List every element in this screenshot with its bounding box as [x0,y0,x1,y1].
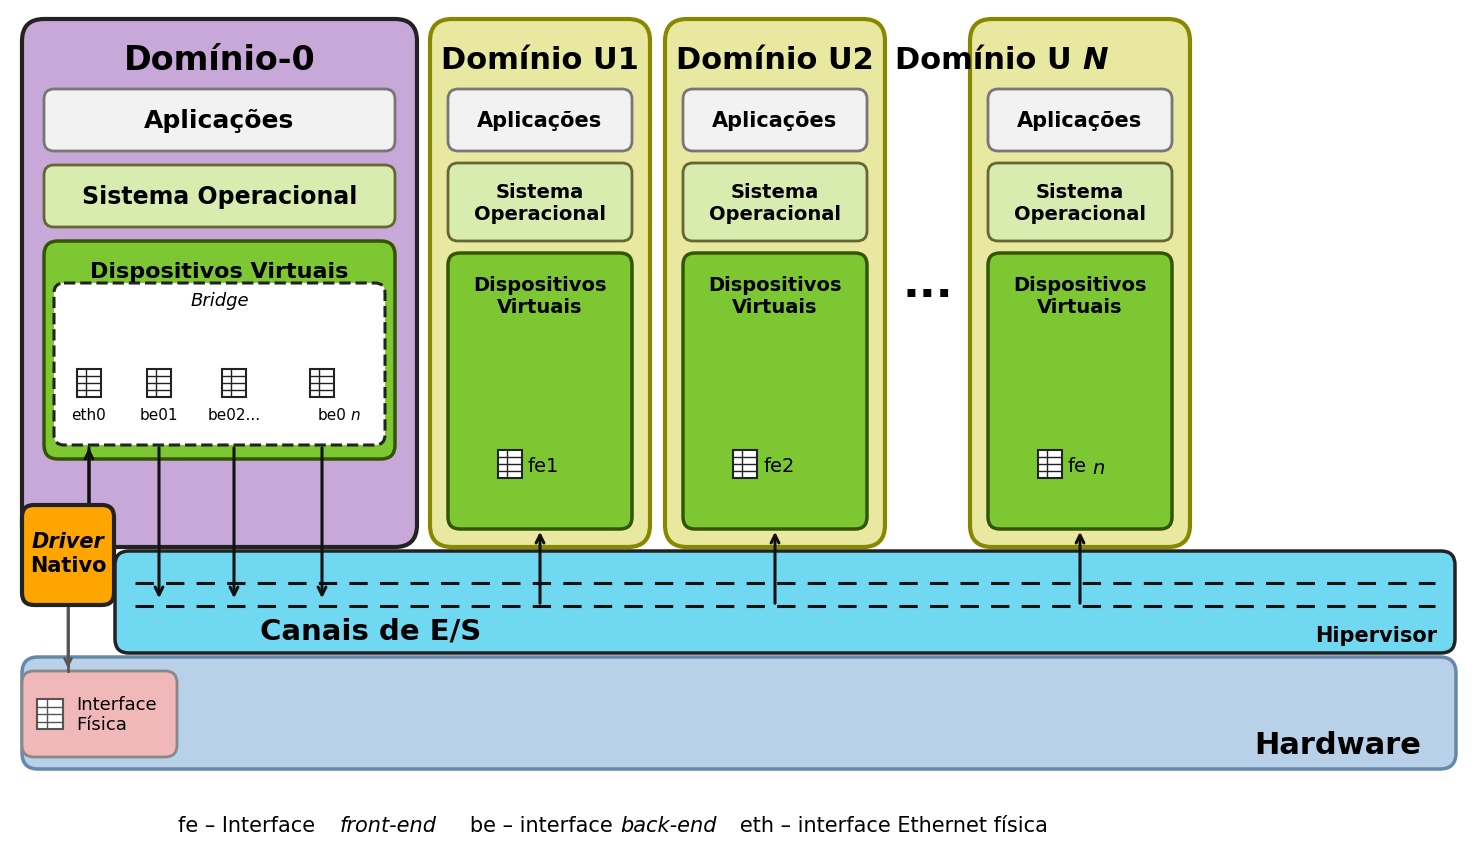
Text: be01: be01 [140,407,179,423]
Bar [77,370,101,398]
FancyBboxPatch shape [987,254,1172,529]
Text: Hardware: Hardware [1255,731,1420,760]
Text: be02...: be02... [207,407,260,423]
Text: Dispositivos
Virtuais: Dispositivos Virtuais [473,276,607,317]
Text: Física: Física [75,715,127,733]
Bar [310,370,334,398]
FancyBboxPatch shape [683,254,868,529]
FancyBboxPatch shape [115,551,1454,653]
Text: Sistema
Operacional: Sistema Operacional [709,182,841,223]
Bar [733,451,757,479]
Text: n: n [1092,459,1104,478]
Text: Interface: Interface [75,695,157,713]
Text: Aplicações: Aplicações [477,111,603,131]
Text: Domínio U1: Domínio U1 [440,45,638,74]
Text: Aplicações: Aplicações [1017,111,1142,131]
Text: Sistema Operacional: Sistema Operacional [81,185,358,209]
FancyBboxPatch shape [683,164,868,242]
Text: Aplicações: Aplicações [145,109,294,133]
Text: be0: be0 [318,407,347,423]
FancyBboxPatch shape [987,164,1172,242]
Bar [222,370,245,398]
Text: Sistema
Operacional: Sistema Operacional [474,182,606,223]
Text: n: n [350,407,359,423]
FancyBboxPatch shape [987,90,1172,152]
Text: Dispositivos
Virtuais: Dispositivos Virtuais [1014,276,1147,317]
Text: Hipervisor: Hipervisor [1315,625,1437,645]
FancyBboxPatch shape [22,657,1456,769]
Text: be – interface: be – interface [449,815,619,835]
Text: fe1: fe1 [528,457,559,476]
FancyBboxPatch shape [683,90,868,152]
FancyBboxPatch shape [44,166,395,227]
Text: Bridge: Bridge [191,291,248,309]
FancyBboxPatch shape [430,20,650,547]
FancyBboxPatch shape [44,90,395,152]
FancyBboxPatch shape [448,90,633,152]
FancyBboxPatch shape [22,671,177,757]
FancyBboxPatch shape [55,284,384,446]
Bar [146,370,171,398]
FancyBboxPatch shape [970,20,1190,547]
Text: fe: fe [1069,457,1086,476]
Text: Domínio U2: Domínio U2 [675,45,873,74]
Text: eth – interface Ethernet física: eth – interface Ethernet física [720,815,1048,835]
Text: Nativo: Nativo [30,556,106,575]
Text: Dispositivos Virtuais: Dispositivos Virtuais [90,262,349,282]
Bar [1038,451,1063,479]
FancyBboxPatch shape [665,20,885,547]
Text: Sistema
Operacional: Sistema Operacional [1014,182,1145,223]
FancyBboxPatch shape [448,254,633,529]
Text: Domínio-0: Domínio-0 [124,43,315,77]
Text: ...: ... [902,262,953,305]
Text: Dispositivos
Virtuais: Dispositivos Virtuais [708,276,842,317]
FancyBboxPatch shape [22,505,114,605]
Bar [37,699,64,729]
Bar [498,451,522,479]
Text: Aplicações: Aplicações [712,111,838,131]
FancyBboxPatch shape [44,242,395,459]
Text: fe2: fe2 [763,457,794,476]
Text: front-end: front-end [340,815,437,835]
FancyBboxPatch shape [22,20,417,547]
Text: fe – Interface: fe – Interface [177,815,322,835]
Text: Canais de E/S: Canais de E/S [260,618,482,645]
Text: eth0: eth0 [71,407,106,423]
Text: back-end: back-end [619,815,717,835]
Text: N: N [1082,45,1108,74]
Text: Driver: Driver [31,532,105,551]
Text: Domínio U: Domínio U [896,45,1072,74]
FancyBboxPatch shape [448,164,633,242]
